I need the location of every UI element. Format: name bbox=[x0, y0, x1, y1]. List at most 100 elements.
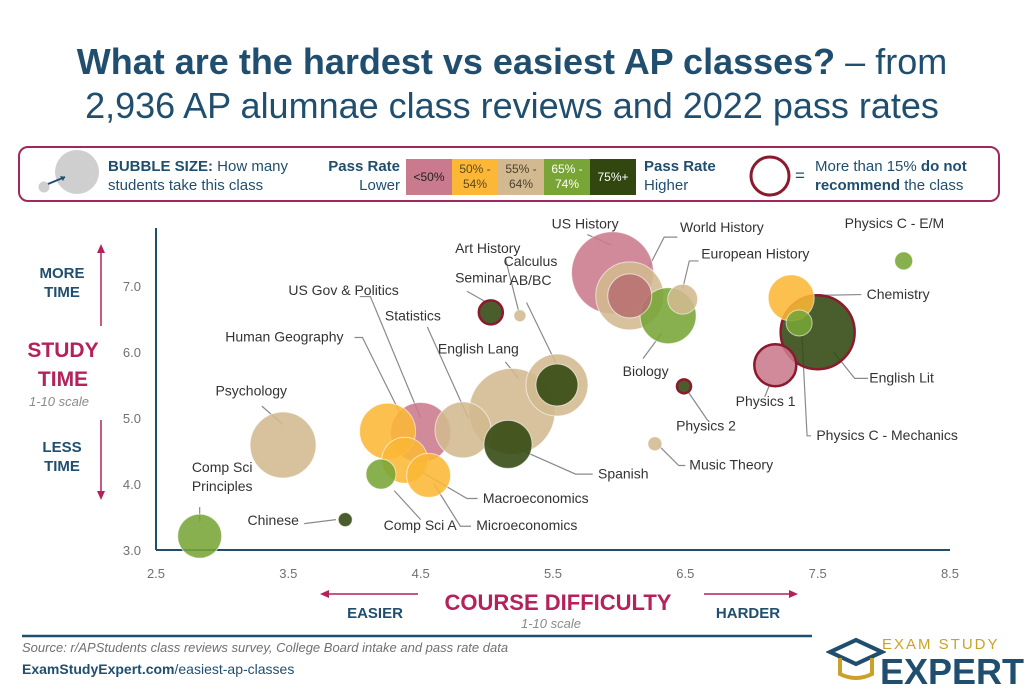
point-label: Physics C - E/M bbox=[845, 215, 945, 231]
chart-title: What are the hardest vs easiest AP class… bbox=[0, 40, 1024, 128]
y-axis-subtitle: 1-10 scale bbox=[29, 394, 89, 409]
bubble bbox=[177, 513, 223, 559]
bin-label: 54% bbox=[462, 177, 488, 191]
leader-line bbox=[466, 290, 488, 304]
y-axis-title: TIME bbox=[38, 368, 88, 391]
right-arrowhead bbox=[789, 590, 798, 598]
title-line2: 2,936 AP alumnae class reviews and 2022 … bbox=[85, 85, 939, 126]
source-note: Source: r/APStudents class reviews surve… bbox=[22, 640, 509, 655]
less-time-label: LESS bbox=[42, 439, 81, 456]
leader-line bbox=[359, 295, 422, 419]
pass-rate-bin: 75%+ bbox=[590, 159, 636, 195]
not-rec-1a: More than 15% bbox=[815, 158, 921, 175]
point-label: Music Theory bbox=[689, 456, 773, 472]
easier-label: EASIER bbox=[347, 605, 403, 622]
harder-label: HARDER bbox=[716, 605, 780, 622]
pass-rate-higher: Pass Rate Higher bbox=[644, 157, 716, 195]
pass-rate-lower: Pass Rate Lower bbox=[326, 157, 400, 195]
more-time-label: MORE bbox=[40, 265, 85, 282]
bin-label: 74% bbox=[554, 177, 580, 191]
bubble bbox=[785, 309, 813, 337]
down-arrowhead bbox=[97, 491, 105, 500]
not-rec-1b: do not bbox=[920, 158, 967, 175]
leader-line bbox=[515, 447, 593, 475]
point-label: Microeconomics bbox=[476, 517, 577, 533]
left-arrowhead bbox=[320, 590, 329, 598]
url-rest: /easiest-ap-classes bbox=[174, 661, 295, 677]
bubble bbox=[483, 419, 533, 469]
bubble-size-icon bbox=[37, 150, 99, 194]
leader-line bbox=[824, 293, 862, 296]
point-label: Physics 2 bbox=[676, 418, 736, 434]
point-label: Calculus bbox=[504, 253, 558, 269]
graduation-cap-icon bbox=[826, 637, 886, 680]
x-tick-label: 4.5 bbox=[412, 566, 430, 581]
not-rec-2b: the class bbox=[900, 177, 964, 194]
bubble-size-legend: BUBBLE SIZE: How many students take this… bbox=[108, 157, 288, 195]
point-label: Statistics bbox=[385, 307, 441, 323]
point-label: Human Geography bbox=[225, 328, 343, 344]
not-rec-2a: recommend bbox=[815, 177, 901, 194]
bubble bbox=[337, 512, 353, 528]
leader-line bbox=[304, 519, 337, 525]
bubble bbox=[667, 283, 699, 315]
leader-line bbox=[393, 490, 422, 521]
y-tick-label: 5.0 bbox=[123, 411, 141, 426]
point-label: Principles bbox=[192, 478, 253, 494]
bubble bbox=[249, 411, 317, 479]
bubble bbox=[477, 299, 505, 326]
bubble bbox=[753, 342, 798, 388]
x-tick-label: 2.5 bbox=[147, 566, 165, 581]
bin-label: 50% - bbox=[459, 162, 491, 176]
bubble bbox=[675, 378, 693, 395]
bin-label: <50% bbox=[413, 169, 445, 184]
pass-rate-label-left: Pass Rate bbox=[328, 158, 400, 175]
bubble bbox=[894, 251, 914, 271]
x-tick-label: 5.5 bbox=[544, 566, 562, 581]
point-label: Physics C - Mechanics bbox=[816, 427, 958, 443]
bubble bbox=[434, 401, 492, 459]
point-label: Comp Sci bbox=[192, 459, 253, 475]
point-label: Biology bbox=[623, 363, 669, 379]
pass-rate-bin: <50% bbox=[406, 159, 452, 195]
point-label: World History bbox=[680, 219, 764, 235]
leader-line bbox=[504, 258, 520, 312]
y-axis-title: STUDY bbox=[27, 339, 98, 362]
leader-line bbox=[682, 260, 699, 289]
bubble bbox=[365, 458, 397, 490]
point-label: Spanish bbox=[598, 466, 649, 482]
point-label: Comp Sci A bbox=[384, 517, 458, 533]
point-label: English Lang bbox=[438, 340, 519, 356]
x-tick-label: 3.5 bbox=[279, 566, 297, 581]
y-tick-label: 3.0 bbox=[123, 543, 141, 558]
y-tick-label: 7.0 bbox=[123, 279, 141, 294]
bubble bbox=[535, 363, 579, 407]
brand-bottom: EXPERT bbox=[880, 651, 1024, 692]
point-label: Seminar bbox=[455, 270, 507, 286]
up-arrowhead bbox=[97, 244, 105, 253]
x-tick-label: 7.5 bbox=[809, 566, 827, 581]
point-label: AB/BC bbox=[509, 272, 551, 288]
point-label: Chinese bbox=[248, 512, 300, 528]
point-label: Psychology bbox=[215, 383, 287, 399]
point-label: English Lit bbox=[869, 369, 934, 385]
pass-rate-bin: 65% -74% bbox=[544, 159, 590, 195]
more-time-label: TIME bbox=[44, 284, 80, 301]
legend-box: BUBBLE SIZE: How many students take this… bbox=[18, 146, 1000, 202]
leader-line bbox=[433, 483, 471, 527]
title-bold: What are the hardest vs easiest AP class… bbox=[76, 41, 836, 82]
point-label: European History bbox=[701, 245, 809, 261]
bubble bbox=[513, 309, 527, 323]
y-tick-label: 6.0 bbox=[123, 345, 141, 360]
site-url: ExamStudyExpert.com/easiest-ap-classes bbox=[22, 661, 294, 677]
bin-label: 75%+ bbox=[597, 169, 629, 184]
lower-label: Lower bbox=[359, 177, 400, 194]
title-rest: – from bbox=[835, 41, 948, 82]
less-time-label: TIME bbox=[44, 458, 80, 475]
bubble-size-label: BUBBLE SIZE: bbox=[108, 158, 213, 175]
leader-line bbox=[354, 336, 402, 415]
pass-rate-bin: 55% -64% bbox=[498, 159, 544, 195]
bin-label: 55% - bbox=[505, 162, 537, 176]
pass-rate-bin: 50% -54% bbox=[452, 159, 498, 195]
